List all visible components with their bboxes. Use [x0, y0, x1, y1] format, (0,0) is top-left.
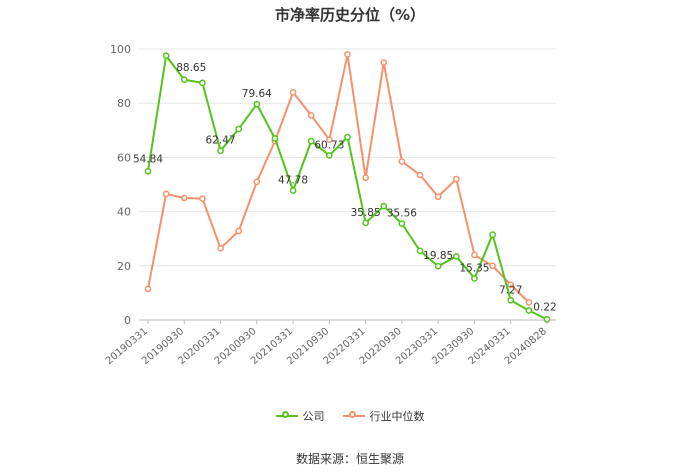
legend-item-company[interactable]: 公司 — [275, 408, 325, 424]
data-point-series-0 — [253, 100, 261, 108]
legend-item-industry-median[interactable]: 行业中位数 — [342, 408, 425, 424]
data-point-series-1 — [362, 174, 369, 182]
data-point-series-1 — [289, 89, 297, 96]
data-point-series-1 — [507, 281, 515, 289]
data-point-series-1 — [217, 244, 224, 252]
data-point-series-0 — [180, 76, 188, 84]
data-point-series-0 — [525, 307, 533, 314]
data-point-series-1 — [162, 190, 170, 198]
data-point-series-0 — [507, 296, 515, 304]
data-label: 19.85 — [423, 250, 453, 262]
data-point-series-0 — [489, 231, 496, 238]
y-tick-label: 80 — [117, 97, 131, 110]
data-point-series-1 — [398, 158, 406, 165]
data-point-series-1 — [180, 194, 188, 202]
data-point-series-0 — [471, 275, 478, 282]
data-point-series-0 — [162, 52, 170, 60]
data-point-series-1 — [307, 112, 315, 119]
data-point-series-0 — [398, 220, 406, 227]
data-point-series-1 — [434, 193, 442, 201]
data-point-series-0 — [543, 316, 551, 323]
data-point-series-0 — [235, 125, 243, 133]
data-point-series-0 — [217, 147, 224, 155]
data-label: 62.47 — [206, 135, 236, 147]
legend-swatch-industry-median — [342, 410, 365, 422]
data-label: 88.65 — [176, 62, 206, 74]
data-point-series-0 — [344, 133, 351, 141]
data-point-series-1 — [326, 136, 333, 144]
data-label: 15.35 — [459, 262, 489, 274]
data-point-series-0 — [416, 247, 424, 255]
data-source: 数据来源：恒生聚源 — [295, 452, 404, 466]
data-point-series-0 — [362, 219, 369, 227]
data-label: 60.73 — [314, 139, 344, 151]
legend-swatch-company — [275, 410, 298, 422]
data-label: 79.64 — [242, 88, 272, 100]
y-tick-label: 0 — [124, 314, 131, 327]
data-point-series-1 — [416, 171, 424, 179]
data-label: 47.78 — [278, 175, 308, 187]
data-point-series-0 — [326, 152, 333, 159]
legend: 公司 行业中位数 — [0, 408, 700, 424]
data-point-series-1 — [235, 227, 243, 235]
y-tick-label: 40 — [117, 206, 131, 219]
data-point-series-1 — [471, 251, 478, 259]
data-label: 35.56 — [387, 208, 417, 220]
data-point-series-1 — [452, 175, 460, 183]
data-point-series-1 — [253, 178, 261, 186]
y-tick-label: 100 — [110, 43, 131, 56]
data-point-series-1 — [144, 285, 152, 293]
series-line-1 — [147, 53, 530, 304]
data-point-series-0 — [271, 135, 279, 142]
y-tick-label: 60 — [117, 151, 131, 164]
data-point-series-1 — [199, 195, 206, 202]
data-label: 54.84 — [133, 153, 163, 165]
data-point-series-0 — [380, 202, 388, 210]
data-point-series-0 — [307, 137, 315, 145]
data-point-series-0 — [144, 168, 152, 175]
legend-label-company: 公司 — [302, 410, 325, 423]
data-point-series-0 — [199, 79, 206, 87]
data-label: 35.85 — [351, 207, 381, 219]
data-point-series-1 — [525, 299, 533, 306]
legend-label-industry-median: 行业中位数 — [369, 410, 425, 423]
data-point-series-1 — [489, 262, 496, 270]
data-point-series-1 — [380, 59, 388, 66]
y-tick-label: 20 — [117, 260, 131, 273]
data-point-series-0 — [434, 262, 442, 270]
data-point-series-0 — [452, 252, 460, 260]
data-point-series-1 — [344, 51, 351, 58]
series-line-0 — [147, 54, 548, 321]
data-label: 0.22 — [533, 301, 556, 313]
chart-title: 市净率历史分位（%） — [274, 6, 426, 24]
data-label: 7.27 — [499, 284, 522, 296]
data-point-series-0 — [289, 187, 297, 194]
